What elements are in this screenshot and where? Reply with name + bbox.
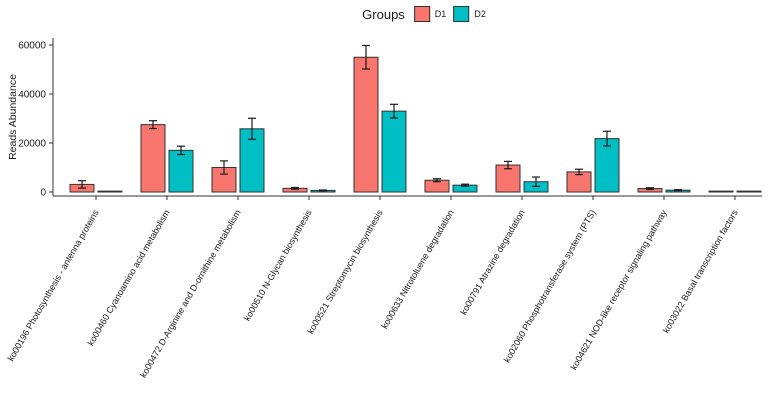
legend-title: Groups [362, 6, 405, 22]
y-tick-label: 40000 [18, 90, 46, 101]
bar-d1 [140, 124, 166, 193]
x-category-label: ko00460 Cyanoamino acid metabolism [86, 208, 172, 347]
legend-item-d1: D1 [413, 6, 447, 22]
bar-d2 [239, 128, 265, 193]
bar-d1 [495, 164, 521, 193]
legend-swatch-d1 [413, 6, 430, 22]
x-category-label: ko00633 Nitrotoluene degradation [379, 208, 455, 330]
legend-label-d1: D1 [434, 9, 447, 19]
y-axis-title: Reads Abundance [7, 74, 19, 160]
y-tick-label: 0 [40, 188, 46, 199]
y-tick-label: 60000 [18, 41, 46, 52]
legend-swatch-d2 [453, 6, 470, 22]
bar-d2 [381, 110, 407, 193]
legend-item-d2: D2 [453, 6, 486, 22]
legend: Groups D1 D2 [362, 6, 486, 22]
legend-label-d2: D2 [474, 9, 486, 19]
bar-d2 [594, 138, 620, 193]
bar-d1 [708, 190, 734, 193]
bar-d2 [168, 149, 194, 193]
bar-d1 [353, 56, 379, 193]
y-tick-label: 20000 [18, 139, 46, 150]
bar-d2 [736, 190, 762, 193]
bar-d2 [97, 190, 123, 193]
x-category-label: ko00791 Atrazine degradation [458, 208, 526, 317]
x-category-label: ko00510 N-Glycan biosynthesis [242, 208, 314, 323]
x-category-label: ko03022 Basal transcription factors [661, 208, 740, 335]
x-category-label: ko00521 Streptomycin biosynthesis [305, 208, 385, 336]
